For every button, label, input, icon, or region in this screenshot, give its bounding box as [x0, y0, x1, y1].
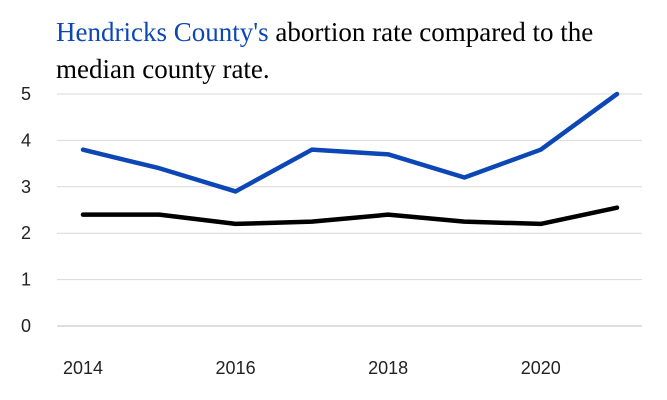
x-tick-label: 2016 [216, 358, 256, 378]
series-lines [80, 91, 620, 227]
gridlines [57, 93, 642, 327]
x-tick-label: 2020 [521, 358, 561, 378]
x-tick-label: 2014 [63, 358, 103, 378]
x-axis-tick-labels: 2014 2016 2018 2020 [63, 358, 561, 378]
y-tick-label: 0 [21, 316, 31, 336]
series-line-blue [80, 91, 620, 194]
y-axis-tick-labels: 0 1 2 3 4 5 [21, 84, 31, 336]
chart-title-rest: abortion rate compared to the median cou… [56, 17, 594, 84]
chart-title: Hendricks County's abortion rate compare… [56, 14, 656, 88]
y-tick-label: 2 [21, 223, 31, 243]
y-tick-label: 3 [21, 177, 31, 197]
series-line-black [80, 205, 620, 227]
y-tick-label: 1 [21, 270, 31, 290]
chart-title-highlight: Hendricks County's [56, 17, 269, 47]
y-tick-label: 5 [21, 84, 31, 104]
y-tick-label: 4 [21, 130, 31, 150]
x-tick-label: 2018 [368, 358, 408, 378]
